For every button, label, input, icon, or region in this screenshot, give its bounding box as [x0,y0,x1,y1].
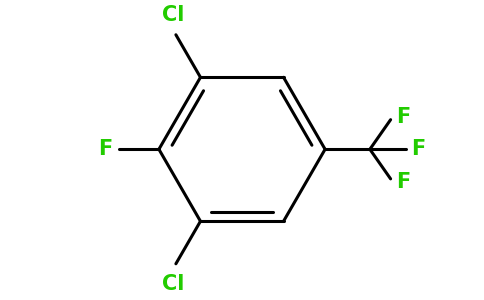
Text: F: F [98,139,113,159]
Text: Cl: Cl [162,5,184,25]
Text: F: F [395,107,410,127]
Text: Cl: Cl [162,274,184,294]
Text: F: F [395,172,410,192]
Text: F: F [411,139,425,159]
